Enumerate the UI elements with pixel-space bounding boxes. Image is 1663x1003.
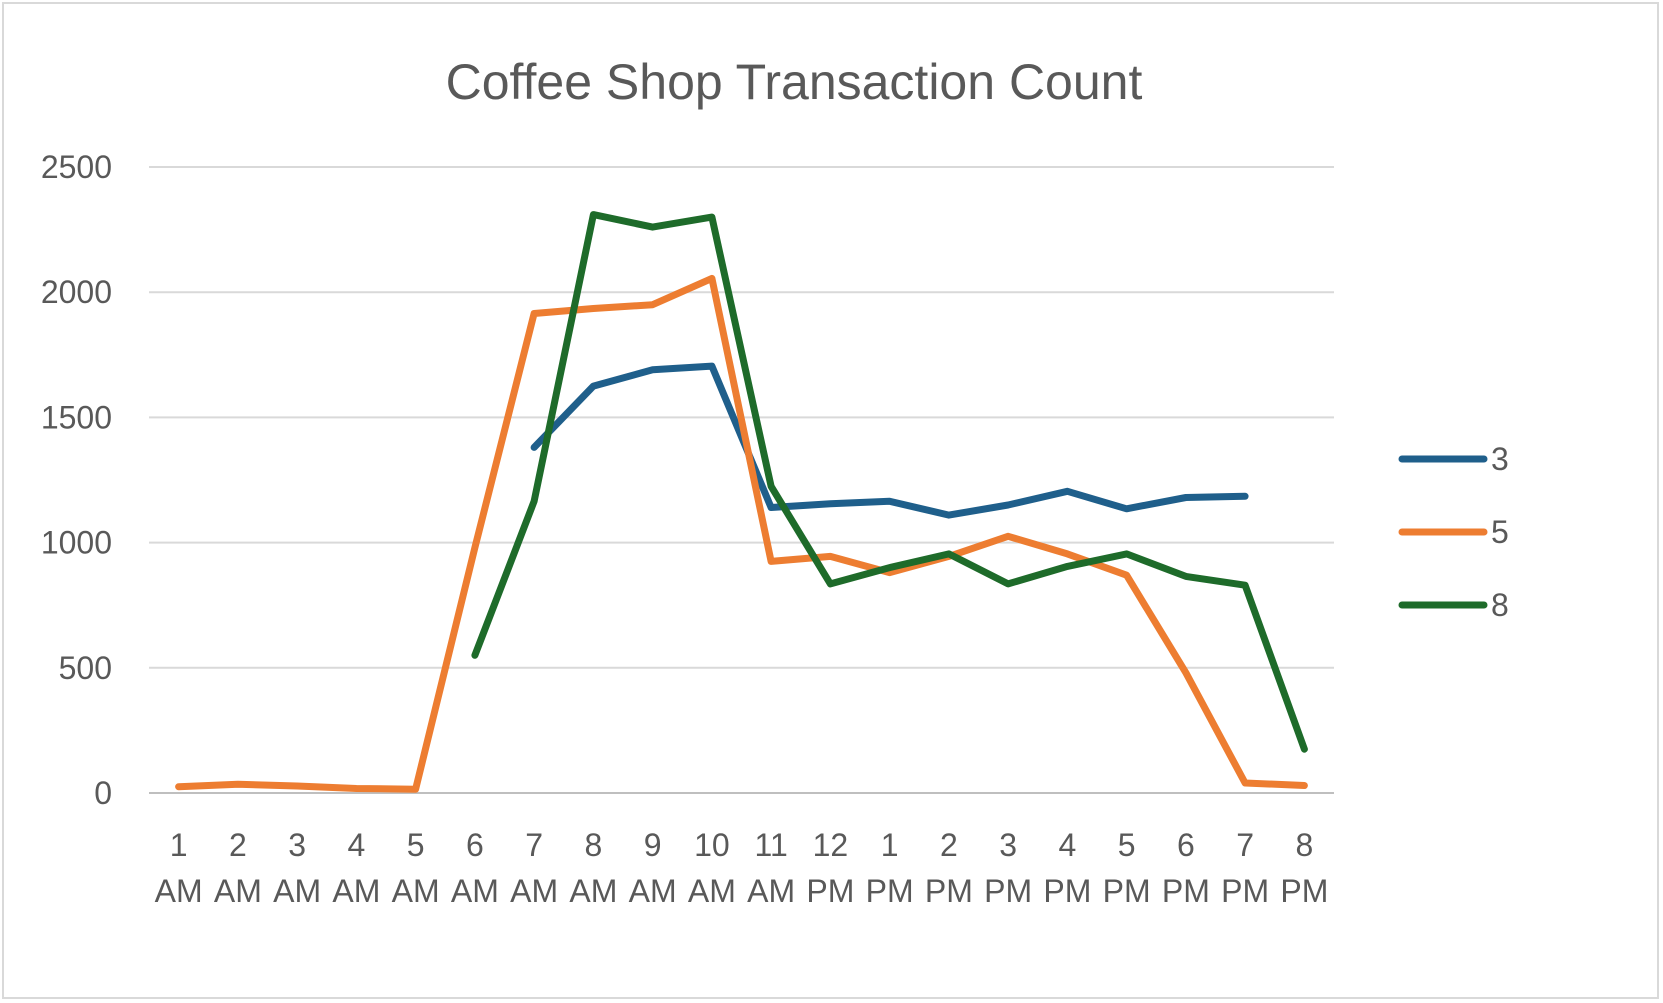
x-tick-hour: 2	[940, 827, 958, 863]
x-tick-period: AM	[332, 873, 380, 909]
x-tick-period: PM	[984, 873, 1032, 909]
gridlines	[149, 166, 1334, 794]
x-tick-period: PM	[806, 873, 854, 909]
x-tick-label: 5 PM	[1103, 827, 1151, 909]
y-axis-ticks: 0 500 1000 1500 2000 2500	[41, 149, 112, 811]
y-tick-label: 2000	[41, 274, 112, 310]
x-tick-label: 9 AM	[629, 827, 677, 909]
x-tick-label: 4 PM	[1043, 827, 1091, 909]
legend: 3 5 8	[1398, 441, 1509, 623]
x-tick-label: 2 PM	[925, 827, 973, 909]
x-tick-period: AM	[629, 873, 677, 909]
x-tick-label: 1 AM	[155, 827, 203, 909]
x-tick-hour: 6	[1177, 827, 1195, 863]
series-line-5	[175, 274, 1308, 793]
x-tick-label: 5 AM	[392, 827, 440, 909]
x-tick-label: 7 AM	[510, 827, 558, 909]
x-tick-hour: 6	[466, 827, 484, 863]
x-tick-hour: 5	[1118, 827, 1136, 863]
x-tick-hour: 9	[644, 827, 662, 863]
x-tick-label: 6 AM	[451, 827, 499, 909]
x-tick-hour: 12	[813, 827, 849, 863]
x-tick-period: AM	[510, 873, 558, 909]
x-tick-period: AM	[569, 873, 617, 909]
legend-label: 5	[1491, 514, 1509, 550]
x-tick-period: PM	[1103, 873, 1151, 909]
x-tick-label: 3 PM	[984, 827, 1032, 909]
legend-label: 8	[1491, 587, 1509, 623]
legend-label: 3	[1491, 441, 1509, 477]
x-tick-period: AM	[392, 873, 440, 909]
x-tick-hour: 8	[584, 827, 602, 863]
x-tick-hour: 4	[1058, 827, 1076, 863]
series-line-3	[530, 362, 1249, 519]
x-tick-label: 11 AM	[747, 827, 795, 909]
x-tick-hour: 7	[1236, 827, 1254, 863]
chart-title: Coffee Shop Transaction Count	[446, 54, 1143, 110]
line-chart: Coffee Shop Transaction Count 0500100015…	[41, 54, 1509, 909]
x-tick-hour: 1	[881, 827, 899, 863]
x-tick-period: PM	[866, 873, 914, 909]
series-3	[530, 362, 1249, 519]
x-tick-hour: 11	[755, 827, 788, 863]
x-tick-period: PM	[1221, 873, 1269, 909]
x-tick-hour: 1	[170, 827, 188, 863]
x-tick-period: AM	[214, 873, 262, 909]
x-tick-hour: 7	[525, 827, 543, 863]
x-tick-hour: 4	[347, 827, 365, 863]
x-tick-label: 4 AM	[332, 827, 380, 909]
x-tick-hour: 3	[288, 827, 306, 863]
legend-item-8: 8	[1398, 587, 1509, 623]
x-tick-period: AM	[451, 873, 499, 909]
y-tick-label: 500	[59, 650, 112, 686]
x-tick-label: 3 AM	[273, 827, 321, 909]
x-tick-period: PM	[1043, 873, 1091, 909]
series-lines	[175, 211, 1308, 793]
x-tick-period: PM	[1162, 873, 1210, 909]
x-tick-label: 2 AM	[214, 827, 262, 909]
x-tick-label: 8 PM	[1280, 827, 1328, 909]
x-tick-period: AM	[688, 873, 736, 909]
x-tick-period: PM	[925, 873, 973, 909]
x-tick-label: 8 AM	[569, 827, 617, 909]
x-tick-hour: 2	[229, 827, 247, 863]
x-tick-hour: 5	[407, 827, 425, 863]
series-line-8	[471, 211, 1308, 753]
series-5	[175, 274, 1308, 793]
x-tick-hour: 3	[999, 827, 1017, 863]
y-tick-label: 2500	[41, 149, 112, 185]
x-tick-hour: 8	[1295, 827, 1313, 863]
x-axis-ticks: 1AM2AM3AM4AM5AM6AM7AM8AM9AM10AM11AM12PM1…	[155, 827, 1329, 909]
x-tick-period: AM	[155, 873, 203, 909]
x-tick-label: 12 PM	[806, 827, 854, 909]
series-8	[471, 211, 1308, 753]
y-tick-label: 0	[94, 775, 112, 811]
x-tick-label: 10 AM	[688, 827, 736, 909]
y-tick-label: 1000	[41, 525, 112, 561]
x-tick-label: 6 PM	[1162, 827, 1210, 909]
x-tick-label: 7 PM	[1221, 827, 1269, 909]
legend-item-5: 5	[1398, 514, 1509, 550]
legend-item-3: 3	[1398, 441, 1509, 477]
y-tick-label: 1500	[41, 399, 112, 435]
x-tick-label: 1 PM	[866, 827, 914, 909]
x-tick-period: AM	[273, 873, 321, 909]
x-tick-period: AM	[747, 873, 795, 909]
x-tick-period: PM	[1280, 873, 1328, 909]
x-tick-hour: 10	[694, 827, 730, 863]
